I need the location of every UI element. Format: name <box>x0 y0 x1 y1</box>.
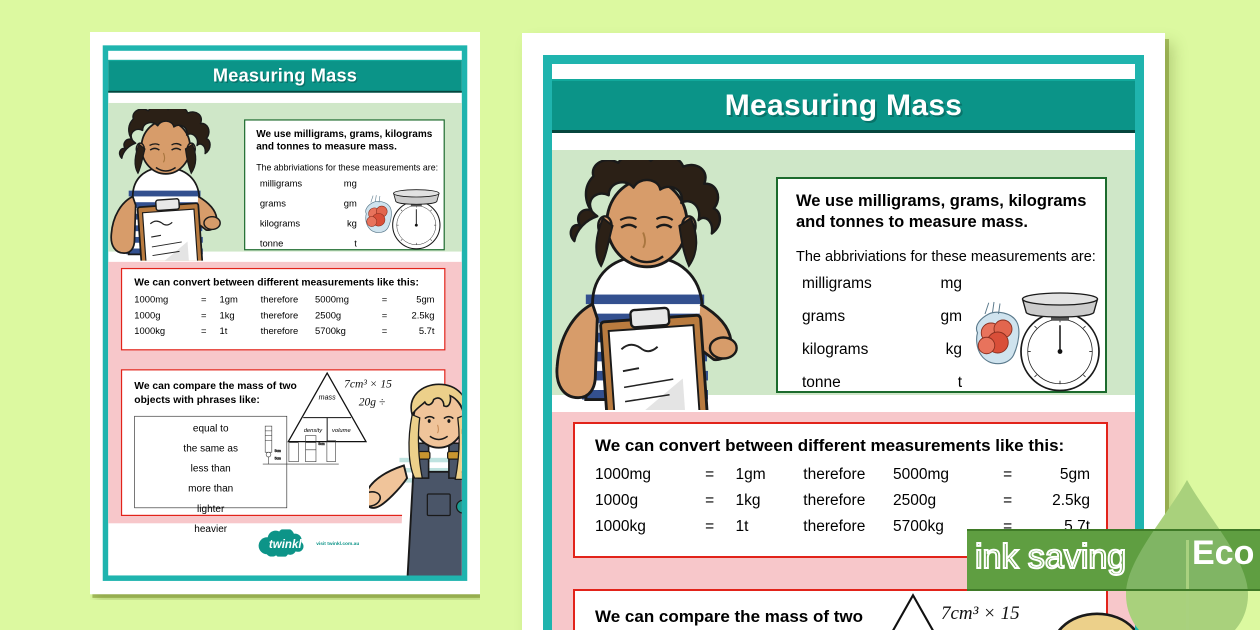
svg-text:5cm: 5cm <box>275 449 281 453</box>
svg-text:5cm: 5cm <box>318 442 324 446</box>
svg-text:visit twinkl.com.au: visit twinkl.com.au <box>316 541 359 547</box>
svg-text:mass: mass <box>319 394 336 402</box>
svg-text:5cm: 5cm <box>275 456 281 460</box>
svg-text:twinkl: twinkl <box>269 539 302 551</box>
